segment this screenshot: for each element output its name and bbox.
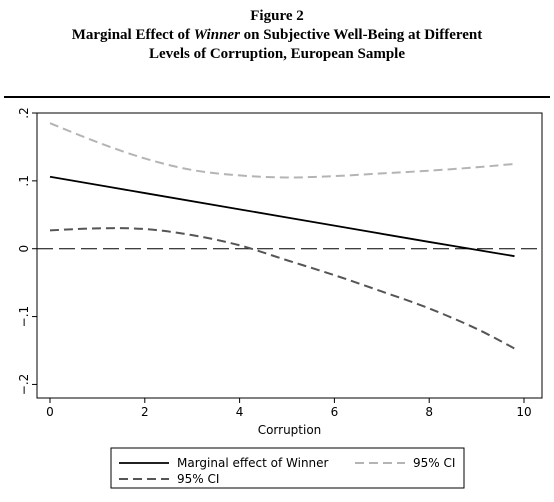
series-lower-ci-line: [49, 227, 515, 350]
plot-frame: [36, 112, 543, 399]
x-tick-label: 0: [46, 405, 54, 419]
series-marginal-effect-line: [49, 175, 515, 258]
y-tick-label: −.2: [17, 374, 31, 396]
figure-title: Marginal Effect of Winner on Subjective …: [0, 26, 554, 64]
chart: −.2 −.1 0 .1 .2 0 2 4 6 8 10 Corruption Marginal …: [17, 107, 543, 489]
legend-label: 95% CI: [177, 472, 219, 486]
figure-title-part2: on Subjective Well-Being at Different: [239, 27, 483, 43]
x-axis-title: Corruption: [258, 423, 322, 437]
x-axis: 0 2 4 6 8 10: [46, 398, 532, 419]
y-tick-label: −.1: [17, 306, 31, 328]
series-upper-ci-line: [49, 122, 515, 179]
x-tick-label: 4: [236, 405, 244, 419]
y-axis: −.2 −.1 0 .1 .2: [17, 107, 37, 395]
x-tick-label: 6: [331, 405, 339, 419]
legend: Marginal effect of Winner 95% CI 95% CI: [119, 456, 455, 486]
x-tick-label: 2: [141, 405, 149, 419]
legend-label: 95% CI: [413, 456, 455, 470]
figure-heading: Figure 2 Marginal Effect of Winner on Su…: [0, 6, 554, 64]
figure-label: Figure 2: [250, 8, 304, 24]
y-tick-label: 0: [17, 245, 31, 253]
x-tick-label: 8: [425, 405, 433, 419]
figure-title-italic: Winner: [193, 27, 240, 43]
x-tick-label: 10: [516, 405, 531, 419]
figure-title-line2: Levels of Corruption, European Sample: [149, 46, 405, 62]
series-group: [49, 122, 515, 350]
y-tick-label: .1: [17, 175, 31, 186]
title-rule: [4, 96, 550, 98]
legend-box: [110, 447, 465, 489]
y-tick-label: .2: [17, 107, 31, 118]
legend-label: Marginal effect of Winner: [177, 456, 329, 470]
figure-title-part1: Marginal Effect of: [71, 27, 194, 43]
